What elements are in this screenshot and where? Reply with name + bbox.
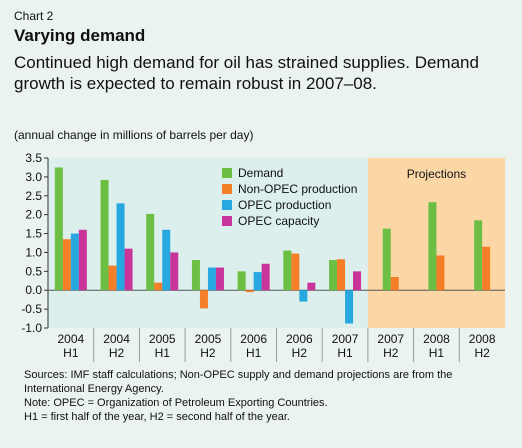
x-tick-label-year: 2005 (195, 332, 222, 346)
y-tick-label: 3.0 (25, 170, 42, 184)
chart-number: Chart 2 (14, 9, 54, 23)
y-tick-label: 1.0 (25, 245, 42, 259)
chart-title: Varying demand (14, 26, 146, 45)
y-tick-label: -1.0 (21, 321, 42, 335)
opec-note: Note: OPEC = Organization of Petroleum E… (24, 397, 328, 409)
half-year-key: H1 = first half of the year, H2 = second… (24, 411, 290, 423)
x-tick-label-half: H1 (155, 346, 171, 360)
bar (428, 202, 437, 291)
legend-label: Non-OPEC production (238, 182, 357, 196)
y-tick-label: 2.0 (25, 208, 42, 222)
x-tick-label-year: 2008 (469, 332, 496, 346)
bar (382, 228, 391, 291)
bar-chart: Projections 3.5 3.0 2.5 2.0 1.5 1.0 0.5 0.0 -0.5 -… (21, 151, 505, 362)
bar (345, 290, 354, 324)
y-tick-label: 0.0 (25, 283, 42, 297)
legend-swatch (222, 216, 232, 226)
chart-notes: Sources: IMF staff calculations; Non-OPE… (14, 368, 514, 424)
x-tick-label-half: H2 (292, 346, 308, 360)
legend-swatch (222, 168, 232, 178)
x-tick-label-year: 2006 (240, 332, 267, 346)
bar (162, 229, 171, 291)
x-tick-label-half: H2 (383, 346, 399, 360)
bar (100, 179, 109, 291)
bar (124, 248, 133, 291)
sources-note: Sources: IMF staff calculations; Non-OPE… (24, 369, 453, 395)
bar (146, 213, 155, 291)
x-tick-label-year: 2007 (377, 332, 404, 346)
y-tick-label: 0.5 (25, 264, 42, 278)
bar (253, 272, 262, 291)
y-tick-label: 3.5 (25, 151, 42, 165)
bar (215, 267, 224, 291)
bar (207, 267, 216, 291)
chart-subtitle: Continued high demand for oil has strain… (14, 53, 479, 93)
x-tick-label-half: H1 (63, 346, 79, 360)
projection-label: Projections (407, 167, 466, 181)
x-tick-label-half: H2 (109, 346, 125, 360)
y-tick-label: 1.5 (25, 227, 42, 241)
bar (116, 203, 125, 291)
x-tick-label-year: 2004 (57, 332, 84, 346)
bar (291, 253, 300, 291)
bar (353, 271, 362, 291)
bar (78, 229, 87, 291)
bar (70, 233, 79, 291)
bar (390, 277, 399, 291)
bar (245, 290, 254, 293)
bar (170, 252, 179, 291)
bar (108, 265, 117, 291)
y-tick-label: -0.5 (21, 302, 42, 316)
units-label: (annual change in millions of barrels pe… (14, 128, 254, 142)
x-tick-label-year: 2007 (332, 332, 359, 346)
bar (283, 250, 292, 291)
bar (337, 259, 346, 291)
bar (307, 282, 316, 291)
legend-swatch (222, 200, 232, 210)
bar (482, 246, 491, 291)
bar (62, 239, 71, 291)
bar (154, 282, 163, 291)
x-tick-label-year: 2008 (423, 332, 450, 346)
legend-label: Demand (238, 166, 283, 180)
legend-swatch (222, 184, 232, 194)
x-tick-label-half: H2 (474, 346, 490, 360)
x-tick-label-half: H1 (246, 346, 262, 360)
bar (436, 255, 445, 291)
bar (237, 271, 246, 291)
x-tick-label-half: H1 (429, 346, 445, 360)
legend-label: OPEC production (238, 198, 331, 212)
bar (329, 260, 338, 291)
x-tick-label-year: 2004 (103, 332, 130, 346)
x-tick-label-year: 2006 (286, 332, 313, 346)
legend-label: OPEC capacity (238, 214, 319, 228)
x-tick-label-half: H1 (337, 346, 353, 360)
y-tick-label: 2.5 (25, 189, 42, 203)
bar (299, 290, 308, 302)
bar (474, 220, 483, 291)
x-tick-label-half: H2 (200, 346, 216, 360)
x-tick-label-year: 2005 (149, 332, 176, 346)
bar (191, 260, 200, 291)
bar (261, 263, 270, 291)
bar (199, 290, 208, 309)
bar (54, 167, 63, 291)
